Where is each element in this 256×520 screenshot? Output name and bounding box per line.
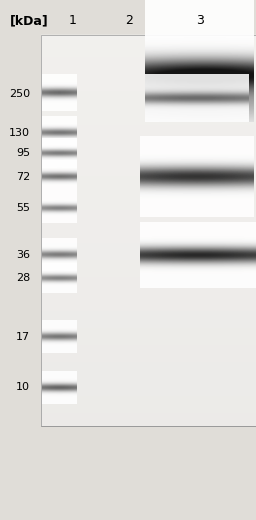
- Text: 1: 1: [69, 14, 77, 27]
- Text: 250: 250: [9, 88, 30, 99]
- Text: 2: 2: [125, 14, 133, 27]
- Text: 95: 95: [16, 148, 30, 159]
- Text: [kDa]: [kDa]: [10, 14, 49, 27]
- Text: 10: 10: [16, 382, 30, 393]
- Text: 28: 28: [16, 273, 30, 283]
- Text: 72: 72: [16, 172, 30, 182]
- Text: 3: 3: [196, 14, 204, 27]
- Text: 55: 55: [16, 203, 30, 213]
- Text: 17: 17: [16, 332, 30, 342]
- Text: 130: 130: [9, 127, 30, 138]
- Text: 36: 36: [16, 250, 30, 260]
- Bar: [41, 35, 256, 426]
